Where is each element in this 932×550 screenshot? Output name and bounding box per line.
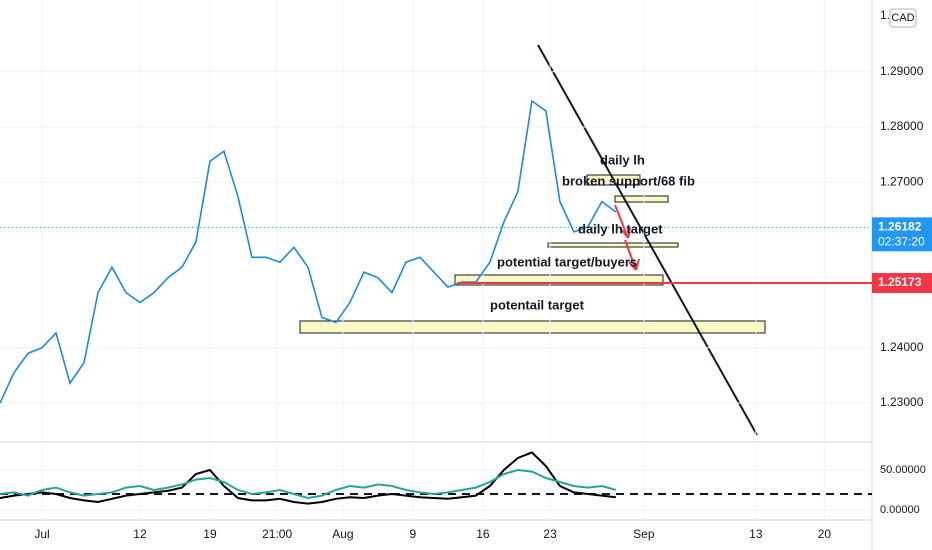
y-tick-label: 1.28000 (880, 119, 924, 133)
annotation: daily lh target (578, 221, 663, 236)
x-tick-label: 20 (818, 527, 832, 541)
alert-label: 1.25173 (878, 275, 922, 289)
x-tick-label: 12 (133, 527, 147, 541)
y-tick-label: 50.00000 (880, 464, 926, 476)
x-tick-label: Sep (633, 527, 655, 541)
x-tick-label: 16 (476, 527, 490, 541)
y-tick-label: 1.29000 (880, 64, 924, 78)
series-line (0, 468, 617, 500)
currency-box (889, 8, 917, 28)
y-tick-label: 1.24000 (880, 340, 924, 354)
zone (547, 242, 679, 248)
y-tick-label: 1.23000 (880, 395, 924, 409)
top-label: 1. (880, 8, 890, 22)
x-tick-label: 19 (203, 527, 217, 541)
zone (614, 195, 669, 203)
arrows (614, 204, 640, 271)
series-line (0, 99, 617, 404)
countdown: 02:37:20 (878, 235, 925, 249)
annotation: broken support/68 fib (562, 173, 695, 188)
currency: CAD (891, 12, 914, 24)
y-tick-label: 0.00000 (880, 504, 920, 516)
y-tick-label: 1.27000 (880, 174, 924, 188)
annotation: daily lh (600, 152, 645, 167)
last-price-label: 1.26182 (878, 220, 922, 234)
annotation: potentail target (490, 297, 585, 312)
series-line (0, 451, 616, 505)
x-tick-label: Aug (332, 527, 353, 541)
x-tick-label: 9 (410, 527, 417, 541)
annotation: potential target/buyers (497, 254, 637, 269)
zone (299, 320, 766, 334)
last-price-box (872, 217, 932, 252)
zone (454, 274, 664, 286)
x-tick-label: 21:00 (262, 527, 292, 541)
x-tick-label: 13 (749, 527, 763, 541)
x-tick-label: 23 (543, 527, 557, 541)
trend-line (537, 44, 758, 436)
x-tick-label: Jul (34, 527, 49, 541)
alert-box (872, 273, 932, 294)
